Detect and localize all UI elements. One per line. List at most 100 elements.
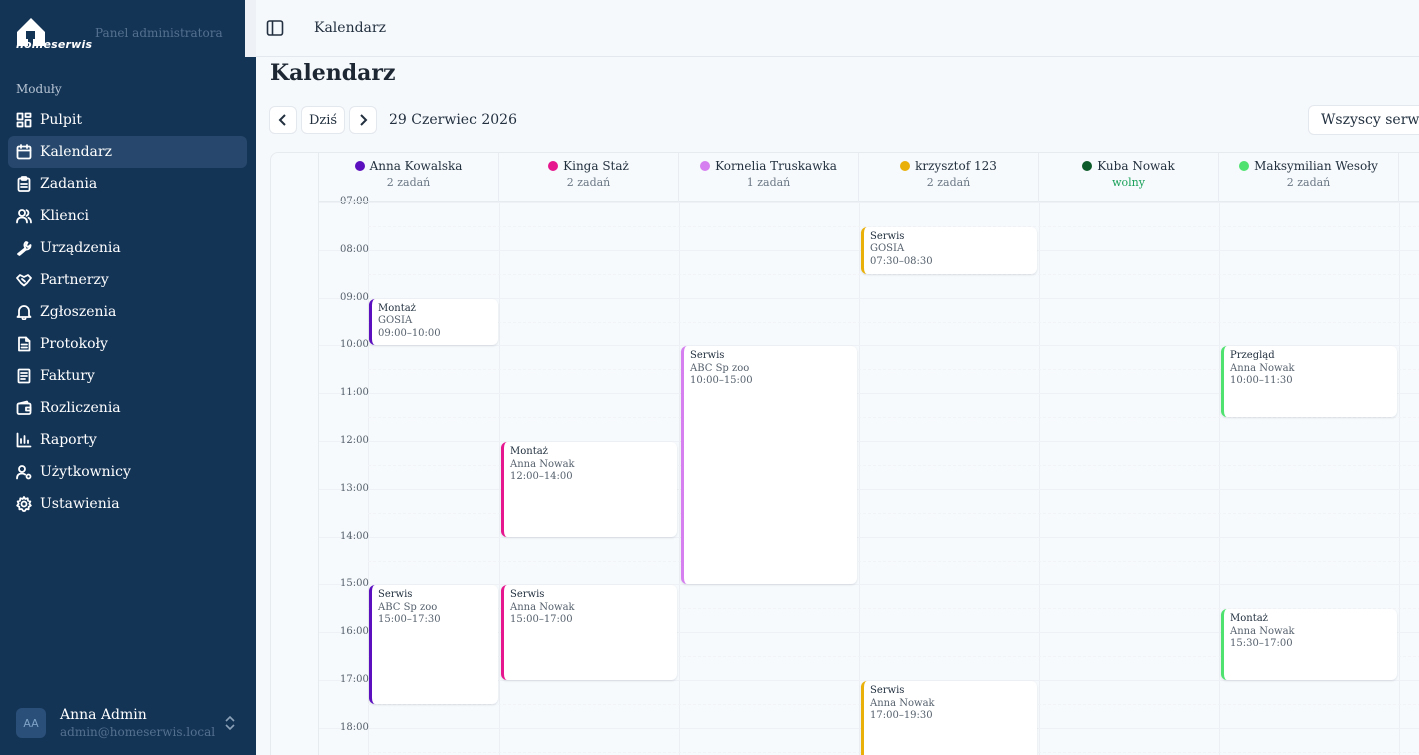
technician-name-text: krzysztof 123 bbox=[915, 159, 997, 173]
brand-name: homeserwis bbox=[16, 38, 93, 51]
sidebar-item-zadania[interactable]: Zadania bbox=[8, 168, 247, 200]
event-time: 09:00–10:00 bbox=[378, 327, 441, 339]
calendar-event[interactable]: Przegląd Anna Nowak 10:00–11:30 bbox=[1221, 346, 1397, 418]
hour-line bbox=[319, 488, 1419, 490]
calendar-event[interactable]: Serwis Anna Nowak 17:00–19:30 bbox=[861, 681, 1037, 755]
file-icon bbox=[16, 336, 32, 352]
sidebar-nav: Pulpit Kalendarz Zadania Klienci Urządze… bbox=[8, 104, 247, 520]
sidebar-item-pulpit[interactable]: Pulpit bbox=[8, 104, 247, 136]
technician-name-text: Anna Kowalska bbox=[369, 159, 463, 173]
calendar-event[interactable]: Serwis ABC Sp zoo 10:00–15:00 bbox=[681, 346, 857, 585]
sidebar-item-faktury[interactable]: Faktury bbox=[8, 360, 247, 392]
calendar-event[interactable]: Serwis ABC Sp zoo 15:00–17:30 bbox=[369, 585, 498, 704]
column-divider bbox=[859, 202, 860, 755]
sidebar-item-urzadzenia[interactable]: Urządzenia bbox=[8, 232, 247, 264]
sidebar-item-protokoly[interactable]: Protokoły bbox=[8, 328, 247, 360]
sidebar-item-raporty[interactable]: Raporty bbox=[8, 424, 247, 456]
technician-column-header[interactable]: Kinga Staż 2 zadań bbox=[499, 153, 679, 202]
technician-name-text: Maksymilian Wesoły bbox=[1254, 159, 1378, 173]
sidebar-item-kalendarz[interactable]: Kalendarz bbox=[8, 136, 247, 168]
hour-label: 08:00 bbox=[340, 243, 369, 255]
technician-column-header[interactable]: Maksymilian Wesoły 2 zadań bbox=[1219, 153, 1399, 202]
time-column bbox=[271, 153, 319, 755]
receipt-icon bbox=[16, 368, 32, 384]
brand[interactable]: homeserwis Panel administratora bbox=[0, 0, 245, 57]
event-client: GOSIA bbox=[378, 315, 413, 327]
event-client: Anna Nowak bbox=[510, 458, 575, 470]
clipboard-icon bbox=[16, 176, 32, 192]
task-count: wolny bbox=[1112, 176, 1145, 189]
technician-name: Anna Kowalska bbox=[319, 159, 498, 173]
technician-column-header[interactable]: Anna Kowalska 2 zadań bbox=[319, 153, 499, 202]
event-client: GOSIA bbox=[870, 243, 905, 255]
technician-filter-select[interactable]: Wszyscy serwisanci bbox=[1308, 105, 1419, 135]
half-hour-line bbox=[368, 273, 1419, 275]
previous-day-button[interactable] bbox=[269, 106, 297, 134]
event-client: Anna Nowak bbox=[510, 601, 575, 613]
event-time: 07:30–08:30 bbox=[870, 255, 933, 267]
next-day-button[interactable] bbox=[349, 106, 377, 134]
event-time: 10:00–11:30 bbox=[1230, 375, 1293, 387]
event-client: Anna Nowak bbox=[1230, 362, 1295, 374]
technician-color-dot bbox=[900, 161, 911, 171]
gear-icon bbox=[16, 496, 32, 512]
event-type: Serwis bbox=[378, 589, 413, 601]
user-menu[interactable]: AA Anna Admin admin@homeserwis.local bbox=[8, 700, 247, 746]
event-client: ABC Sp zoo bbox=[378, 601, 438, 613]
hour-label: 15:00 bbox=[340, 578, 369, 590]
sidebar-item-uzytkownicy[interactable]: Użytkownicy bbox=[8, 456, 247, 488]
task-count: 2 zadań bbox=[566, 176, 611, 189]
event-type: Serwis bbox=[510, 589, 545, 601]
chevron-up-down-icon bbox=[223, 714, 237, 732]
technician-color-dot bbox=[700, 161, 711, 171]
dashboard-icon bbox=[16, 112, 32, 128]
event-client: ABC Sp zoo bbox=[690, 362, 750, 374]
hour-label: 13:00 bbox=[340, 482, 369, 494]
sidebar-item-label: Raporty bbox=[40, 432, 97, 448]
column-divider bbox=[1039, 202, 1040, 755]
sidebar-item-label: Partnerzy bbox=[40, 272, 109, 288]
technician-color-dot bbox=[1082, 161, 1093, 171]
calendar-event[interactable]: Montaż Anna Nowak 15:30–17:00 bbox=[1221, 609, 1397, 680]
technician-column-header[interactable]: Kuba Nowak wolny bbox=[1039, 153, 1219, 202]
event-type: Serwis bbox=[870, 685, 905, 696]
hour-line bbox=[319, 345, 1419, 347]
task-count: 2 zadań bbox=[386, 176, 431, 189]
calendar-event[interactable]: Serwis GOSIA 07:30–08:30 bbox=[861, 226, 1037, 274]
sidebar-item-ustawienia[interactable]: Ustawienia bbox=[8, 488, 247, 520]
hour-line bbox=[319, 393, 1419, 395]
today-button[interactable]: Dziś bbox=[301, 106, 345, 134]
sidebar-item-label: Zadania bbox=[40, 176, 98, 192]
header-corner bbox=[245, 0, 256, 57]
hour-label: 11:00 bbox=[340, 387, 369, 399]
sidebar-item-rozliczenia[interactable]: Rozliczenia bbox=[8, 392, 247, 424]
technician-column-header[interactable]: Kornelia Truskawka 1 zadań bbox=[679, 153, 859, 202]
sidebar-item-zgloszenia[interactable]: Zgłoszenia bbox=[8, 296, 247, 328]
event-type: Przegląd bbox=[1230, 350, 1275, 362]
calendar-event[interactable]: Montaż GOSIA 09:00–10:00 bbox=[369, 298, 498, 346]
column-divider bbox=[1219, 202, 1220, 755]
sidebar-toggle-icon[interactable] bbox=[266, 19, 284, 37]
technician-color-dot bbox=[354, 161, 365, 171]
calendar-event[interactable]: Montaż Anna Nowak 12:00–14:00 bbox=[501, 442, 677, 537]
hour-label: 14:00 bbox=[340, 530, 369, 542]
technician-name: krzysztof 123 bbox=[859, 159, 1038, 173]
sidebar-item-partnerzy[interactable]: Partnerzy bbox=[8, 264, 247, 296]
avatar: AA bbox=[16, 708, 46, 738]
hour-line bbox=[319, 584, 1419, 586]
chevron-right-icon bbox=[360, 114, 368, 126]
wrench-icon bbox=[16, 240, 32, 256]
hour-line bbox=[319, 632, 1419, 634]
user-info: Anna Admin admin@homeserwis.local bbox=[60, 707, 215, 739]
event-time: 15:00–17:00 bbox=[510, 614, 573, 626]
event-type: Montaż bbox=[1230, 613, 1268, 625]
calendar-event[interactable]: Serwis Anna Nowak 15:00–17:00 bbox=[501, 585, 677, 680]
user-cog-icon bbox=[16, 464, 32, 480]
column-divider bbox=[499, 202, 500, 755]
sidebar-item-label: Pulpit bbox=[40, 112, 82, 128]
page-title: Kalendarz bbox=[270, 60, 396, 86]
technician-name: Kuba Nowak bbox=[1039, 159, 1218, 173]
technician-name: Maksymilian Wesoły bbox=[1219, 159, 1398, 173]
sidebar-item-klienci[interactable]: Klienci bbox=[8, 200, 247, 232]
technician-column-header[interactable]: krzysztof 123 2 zadań bbox=[859, 153, 1039, 202]
